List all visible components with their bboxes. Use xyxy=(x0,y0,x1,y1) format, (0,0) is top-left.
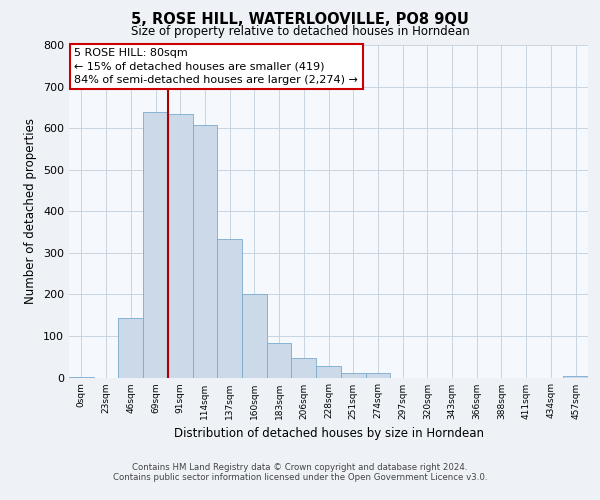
Bar xyxy=(168,114,193,378)
Bar xyxy=(316,366,341,378)
Bar xyxy=(267,342,292,378)
Y-axis label: Number of detached properties: Number of detached properties xyxy=(25,118,37,304)
Bar xyxy=(365,372,390,378)
Bar xyxy=(193,125,217,378)
Text: 5 ROSE HILL: 80sqm
← 15% of detached houses are smaller (419)
84% of semi-detach: 5 ROSE HILL: 80sqm ← 15% of detached hou… xyxy=(74,48,358,84)
X-axis label: Distribution of detached houses by size in Horndean: Distribution of detached houses by size … xyxy=(173,427,484,440)
Bar xyxy=(563,376,588,378)
Text: Contains HM Land Registry data © Crown copyright and database right 2024.: Contains HM Land Registry data © Crown c… xyxy=(132,462,468,471)
Text: Size of property relative to detached houses in Horndean: Size of property relative to detached ho… xyxy=(131,25,469,38)
Bar xyxy=(242,294,267,378)
Bar xyxy=(341,374,365,378)
Bar xyxy=(217,239,242,378)
Bar xyxy=(292,358,316,378)
Text: 5, ROSE HILL, WATERLOOVILLE, PO8 9QU: 5, ROSE HILL, WATERLOOVILLE, PO8 9QU xyxy=(131,12,469,28)
Bar xyxy=(69,376,94,378)
Bar xyxy=(143,112,168,378)
Bar xyxy=(118,318,143,378)
Text: Contains public sector information licensed under the Open Government Licence v3: Contains public sector information licen… xyxy=(113,472,487,482)
